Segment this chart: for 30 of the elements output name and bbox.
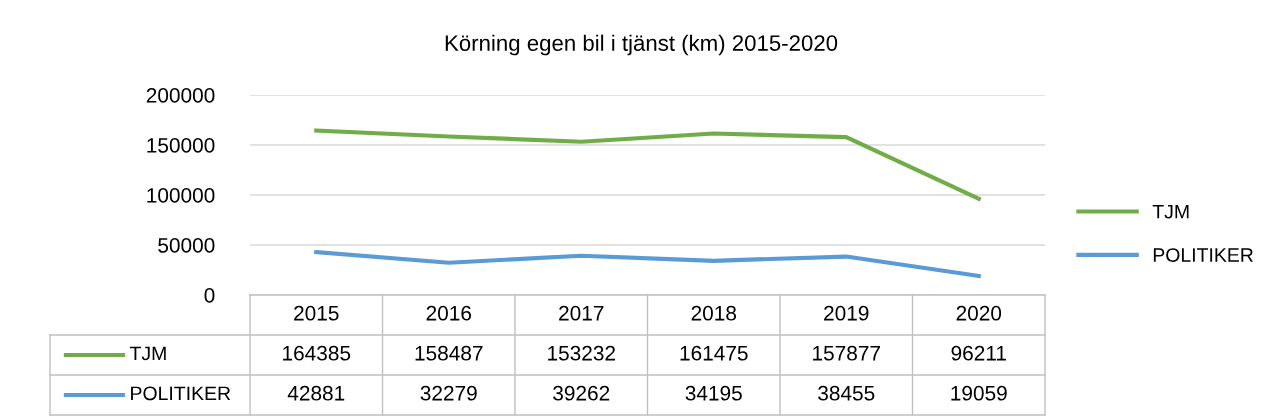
data-label: 39262 <box>553 385 610 401</box>
legend-label: POLITIKER <box>131 386 231 401</box>
chart-title: Körning egen bil i tjänst (km) 2015-2020 <box>445 34 838 56</box>
x-tick-label: 2017 <box>559 305 604 321</box>
data-label: 32279 <box>420 385 477 401</box>
data-label: 153232 <box>548 345 615 361</box>
x-tick-label: 2019 <box>824 305 869 321</box>
data-label: 34195 <box>685 385 742 401</box>
line-series <box>314 128 981 201</box>
legend-label: TJM <box>1152 204 1189 219</box>
y-tick-label: 100000 <box>147 188 215 203</box>
data-label: 158487 <box>415 345 483 361</box>
x-tick-label: 2015 <box>294 305 339 321</box>
x-tick-label: 2020 <box>956 305 1002 321</box>
y-tick-label: 0 <box>204 288 215 303</box>
data-label: 157877 <box>813 345 880 361</box>
data-label: 42881 <box>287 385 345 401</box>
x-tick-label: 2016 <box>426 305 472 321</box>
text: TJM <box>129 346 166 361</box>
data-label: 164385 <box>283 345 351 361</box>
data-label: 38455 <box>818 385 875 401</box>
y-tick-label: 200000 <box>146 88 215 103</box>
x-tick-label: 2018 <box>691 305 737 321</box>
data-label: 19059 <box>951 385 1007 401</box>
data-label: 161475 <box>680 345 748 361</box>
text: POLITIKER <box>1153 248 1253 262</box>
y-tick-label: 150000 <box>147 138 215 153</box>
line-series <box>314 250 981 279</box>
data-label: 96211 <box>951 345 1006 361</box>
y-tick-label: 50000 <box>158 238 215 253</box>
